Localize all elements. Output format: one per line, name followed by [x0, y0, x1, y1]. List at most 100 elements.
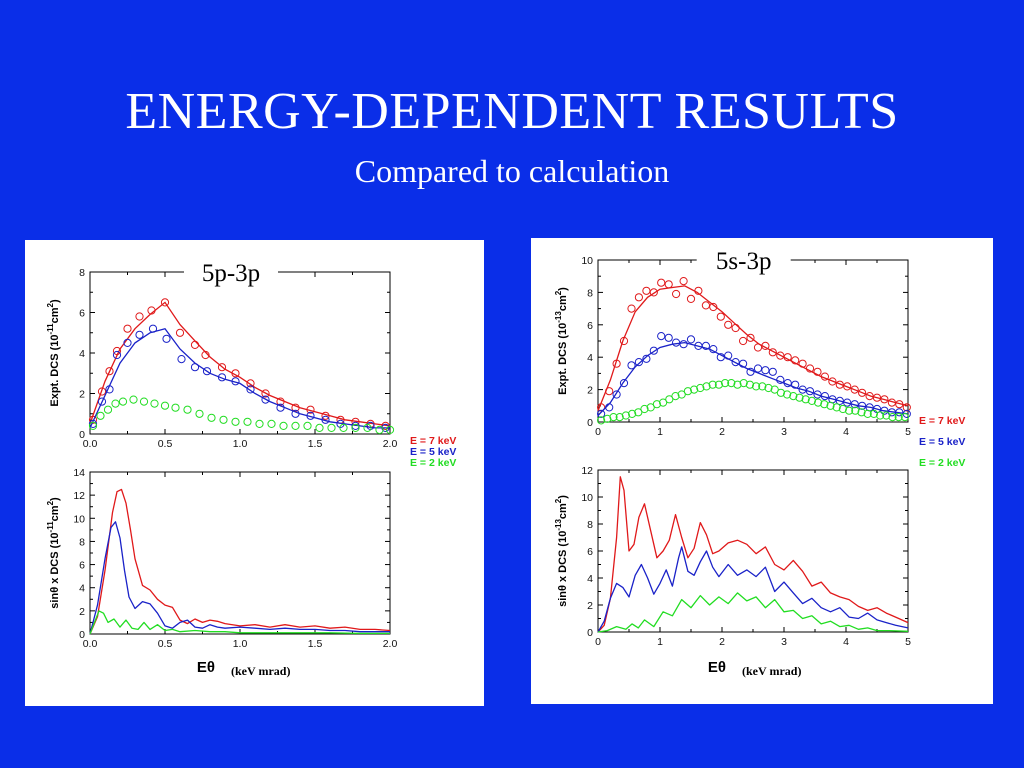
data-point	[261, 389, 270, 398]
data-point	[261, 395, 270, 404]
data-point	[858, 401, 867, 410]
data-point	[843, 382, 852, 391]
y-tick-label: 6	[587, 320, 593, 332]
legend-entry: E = 5 keV	[919, 436, 965, 448]
y-tick-label: 2	[79, 389, 85, 401]
data-point	[339, 423, 348, 432]
data-point	[709, 345, 718, 354]
data-point	[835, 396, 844, 405]
data-point	[791, 380, 800, 389]
data-point	[628, 409, 637, 418]
data-point	[805, 364, 815, 373]
y-tick-label: 2	[587, 385, 593, 397]
data-point	[385, 425, 395, 434]
data-point	[202, 367, 212, 376]
data-point	[605, 403, 614, 412]
y-axis-label-unit: cm	[557, 503, 569, 519]
data-point	[619, 379, 629, 388]
data-point	[820, 372, 829, 381]
data-point	[857, 408, 866, 417]
x-tick-label: 5	[905, 636, 911, 648]
data-point	[880, 406, 889, 415]
y-tick-label: 2	[587, 600, 593, 612]
data-point	[783, 353, 792, 362]
y-tick-label: 8	[79, 267, 85, 279]
data-point	[627, 304, 636, 313]
x-tick-label: 1	[657, 426, 663, 438]
y-axis-label: sinθ x DCS (10-13cm2)	[554, 495, 569, 607]
data-point	[902, 403, 911, 412]
x-tick-label: 2.0	[383, 638, 398, 650]
data-point	[801, 395, 810, 404]
y-axis-label-exp: -13	[554, 311, 563, 323]
data-point	[183, 405, 192, 414]
data-point	[217, 363, 227, 372]
data-point	[88, 419, 98, 428]
data-point	[714, 380, 723, 389]
data-point	[733, 380, 742, 389]
data-point	[123, 338, 132, 348]
theory-curve	[89, 301, 391, 427]
data-point	[776, 351, 785, 360]
x-tick-label: 1.0	[233, 638, 248, 650]
data-point	[634, 358, 644, 367]
data-point	[820, 400, 829, 409]
data-point	[880, 395, 889, 404]
x-tick-label: 2	[719, 636, 725, 648]
data-point	[724, 351, 733, 360]
data-point	[664, 280, 673, 289]
data-point	[217, 373, 227, 382]
y-tick-label: 6	[79, 308, 85, 320]
data-point	[739, 336, 748, 346]
y-tick-label: 10	[73, 513, 85, 525]
data-point	[375, 425, 384, 434]
data-point	[231, 377, 240, 386]
data-point	[96, 411, 105, 420]
data-point	[686, 335, 696, 344]
x-tick-label: 0.5	[158, 438, 173, 450]
data-point	[686, 294, 696, 304]
series-line	[89, 488, 391, 635]
x-tick-label: 2	[719, 426, 725, 438]
data-point	[88, 421, 98, 430]
data-point	[652, 400, 662, 409]
data-point	[739, 359, 748, 368]
x-tick-label: 0	[595, 426, 601, 438]
x-tick-label: 0.5	[158, 638, 173, 650]
data-point	[708, 380, 717, 389]
data-point	[279, 421, 288, 430]
data-point	[696, 383, 705, 393]
series-e2kev	[597, 379, 909, 425]
y-axis-label-unit: cm	[49, 505, 61, 521]
data-point	[612, 390, 621, 399]
y-tick-label: 4	[587, 352, 593, 364]
data-point	[838, 404, 847, 414]
data-point	[850, 385, 859, 394]
data-point	[872, 393, 882, 402]
data-point	[150, 399, 159, 408]
data-point	[147, 306, 156, 315]
data-point	[615, 413, 624, 422]
theory-curve	[597, 341, 909, 416]
data-point	[709, 302, 718, 312]
data-point	[746, 333, 755, 342]
data-point	[869, 409, 878, 418]
data-point	[764, 383, 773, 393]
data-point	[634, 293, 644, 302]
data-point	[768, 348, 777, 357]
data-point	[246, 385, 255, 394]
data-point	[826, 401, 835, 410]
series-line	[597, 592, 909, 633]
series-e5kev	[88, 324, 390, 432]
y-axis-label-exp: -13	[554, 519, 563, 531]
data-point	[813, 390, 822, 399]
data-point	[783, 390, 792, 399]
data-point	[160, 401, 170, 410]
series-e7kev	[89, 488, 391, 635]
data-point	[351, 423, 360, 432]
data-point	[776, 388, 785, 397]
data-point	[746, 367, 755, 376]
data-point	[731, 323, 740, 333]
data-point	[753, 364, 763, 373]
